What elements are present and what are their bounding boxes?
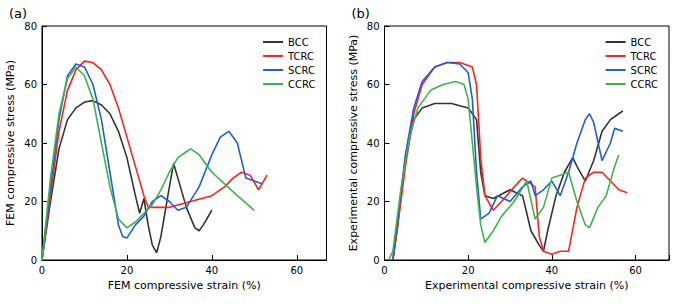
svg-text:80: 80	[367, 21, 380, 32]
svg-text:60: 60	[367, 79, 380, 90]
svg-text:0: 0	[39, 265, 45, 276]
svg-text:SCRC: SCRC	[631, 65, 658, 76]
svg-text:0: 0	[31, 255, 37, 266]
svg-text:20: 20	[367, 196, 380, 207]
svg-text:40: 40	[24, 138, 37, 149]
svg-text:TCRC: TCRC	[630, 51, 657, 62]
svg-text:20: 20	[24, 196, 37, 207]
svg-text:FEM compressive strain (%): FEM compressive strain (%)	[108, 279, 261, 292]
svg-text:(b): (b)	[352, 6, 370, 21]
svg-text:0: 0	[373, 255, 379, 266]
svg-text:20: 20	[121, 265, 134, 276]
svg-text:60: 60	[629, 265, 642, 276]
svg-text:Experimental compressive stres: Experimental compressive stress (MPa)	[347, 35, 360, 252]
svg-text:60: 60	[290, 265, 303, 276]
svg-text:SCRC: SCRC	[288, 65, 315, 76]
svg-text:BCC: BCC	[631, 37, 652, 48]
svg-text:Experimental compressive strai: Experimental compressive strain (%)	[425, 279, 629, 292]
svg-text:60: 60	[24, 79, 37, 90]
svg-text:BCC: BCC	[288, 37, 309, 48]
svg-text:(a): (a)	[9, 6, 27, 21]
svg-text:80: 80	[24, 21, 37, 32]
svg-text:20: 20	[462, 265, 475, 276]
svg-text:TCRC: TCRC	[287, 51, 314, 62]
svg-text:FEM compressive stress (MPa): FEM compressive stress (MPa)	[4, 60, 17, 226]
svg-text:40: 40	[205, 265, 218, 276]
svg-text:40: 40	[545, 265, 558, 276]
svg-text:40: 40	[367, 138, 380, 149]
svg-text:0: 0	[381, 265, 387, 276]
svg-text:CCRC: CCRC	[631, 79, 658, 90]
svg-text:CCRC: CCRC	[288, 79, 315, 90]
